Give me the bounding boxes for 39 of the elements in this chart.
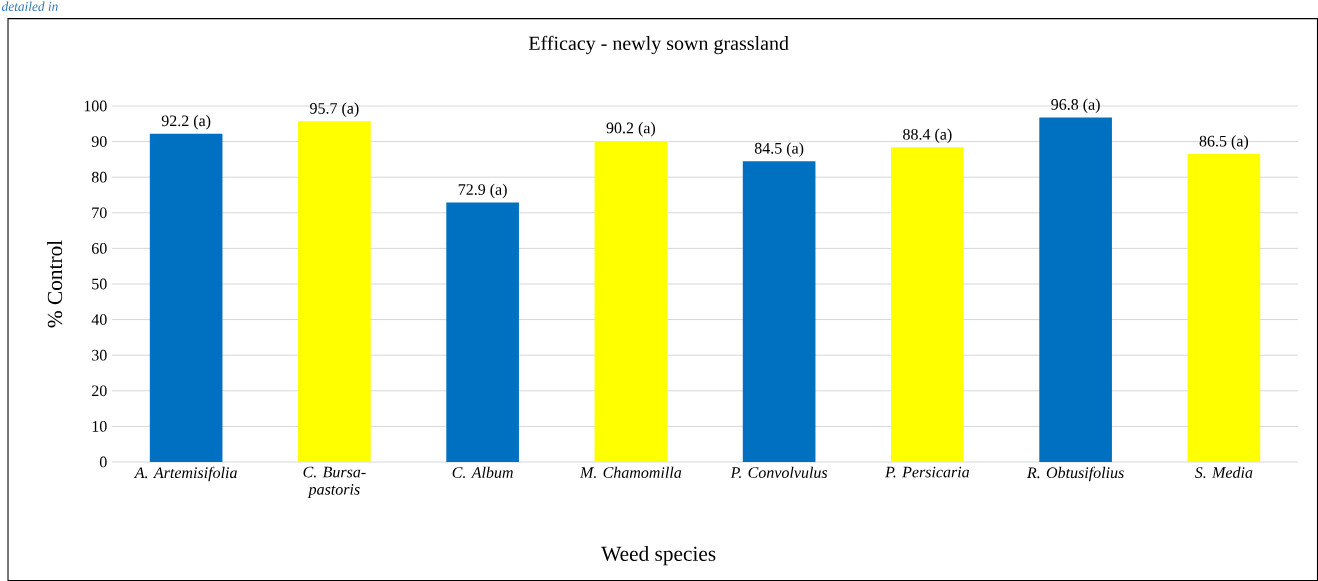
- y-tick-label: 90: [91, 136, 107, 147]
- x-tick-label: P. Convolvulus: [730, 466, 828, 479]
- text: detailed in: [2, 1, 58, 11]
- y-tick-label: 30: [92, 349, 107, 361]
- y-tick-label: 60: [91, 242, 107, 254]
- y-tick-label: 80: [91, 171, 107, 183]
- data-label: 72.9 (a): [458, 183, 507, 199]
- y-tick-label: 0: [99, 456, 107, 468]
- bar: [446, 202, 519, 462]
- chart-title: Efficacy - newly sown grassland: [528, 35, 789, 55]
- bar: [742, 161, 816, 462]
- y-tick-label: 40: [91, 314, 107, 325]
- y-tick-label: 70: [92, 207, 107, 219]
- y-axis-title: % Control: [47, 240, 63, 328]
- data-label: 88.4 (a): [903, 128, 952, 144]
- x-tick-label: S. Media: [1194, 466, 1253, 479]
- bar: [149, 133, 223, 462]
- x-tick-label: P. Persicaria: [884, 466, 970, 478]
- y-tick-label: 50: [92, 278, 107, 290]
- x-tick-label: C. Bursa-pastoris: [303, 466, 366, 499]
- data-label: 90.2 (a): [606, 122, 656, 137]
- bar: [594, 140, 668, 462]
- bar: [891, 147, 964, 462]
- data-label: 95.7 (a): [310, 102, 359, 118]
- data-label: 84.5 (a): [754, 142, 804, 157]
- x-axis-title: Weed species: [601, 545, 716, 566]
- y-tick-label: 20: [92, 385, 107, 397]
- x-tick-label: M. Chamomilla: [579, 466, 682, 479]
- data-label: 92.2 (a): [161, 114, 211, 130]
- bar: [1187, 154, 1261, 462]
- bar: [298, 121, 371, 462]
- y-tick-label: 100: [84, 100, 107, 112]
- bar: [1039, 117, 1112, 462]
- x-tick-label: C. Album: [452, 466, 513, 479]
- data-label: 86.5 (a): [1199, 135, 1249, 150]
- data-label: 96.8 (a): [1051, 98, 1100, 114]
- x-tick-label: R. Obtusifolius: [1026, 466, 1124, 482]
- x-tick-label: A. Artemisifolia: [133, 466, 237, 482]
- y-tick-label: 10: [92, 420, 107, 432]
